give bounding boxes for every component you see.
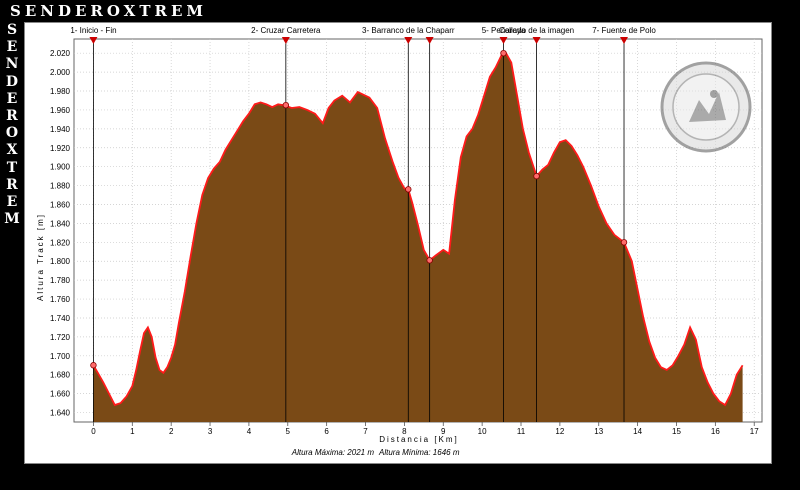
x-tick-label: 8 bbox=[402, 427, 407, 436]
y-tick-label: 1.960 bbox=[50, 106, 71, 115]
x-tick-label: 1 bbox=[130, 427, 135, 436]
senderoxtrem-seal-logo bbox=[660, 61, 752, 153]
waypoint-layer: 1- Inicio - Fin 2- Cruzar Carretera 3- Bar… bbox=[70, 26, 656, 422]
waypoint-label: 1- Inicio - Fin bbox=[70, 26, 116, 35]
waypoint-label: 3- Barranco de la Chaparr bbox=[362, 26, 455, 35]
x-tick-label: 6 bbox=[324, 427, 329, 436]
brand-vertical-letter: D bbox=[5, 73, 19, 90]
y-tick-label: 1.880 bbox=[50, 182, 71, 191]
y-tick-label: 1.680 bbox=[50, 371, 71, 380]
y-tick-label: 1.820 bbox=[50, 238, 71, 247]
brand-vertical-letter: S bbox=[6, 22, 18, 38]
y-axis-label: Altura Track [m] bbox=[36, 213, 45, 301]
x-tick-label: 12 bbox=[555, 427, 564, 436]
x-tick-label: 10 bbox=[478, 427, 487, 436]
y-tick-label: 1.760 bbox=[50, 295, 71, 304]
brand-vertical-letter: E bbox=[6, 194, 18, 211]
x-tick-label: 2 bbox=[169, 427, 174, 436]
waypoint-marker-icon bbox=[281, 37, 290, 44]
y-tick-label: 1.700 bbox=[50, 352, 71, 361]
x-tick-label: 9 bbox=[441, 427, 446, 436]
waypoint-point bbox=[405, 186, 412, 193]
waypoint-label: Collado de la imagen bbox=[499, 26, 574, 35]
brand-vertical-letter: T bbox=[6, 159, 18, 176]
waypoint-marker-icon bbox=[620, 37, 629, 44]
y-tick-label: 2.020 bbox=[50, 49, 71, 58]
waypoint-label: 5- Peñaroya bbox=[482, 26, 526, 35]
waypoint-point bbox=[426, 257, 433, 264]
brand-vertical-letter: X bbox=[6, 142, 18, 159]
y-tick-label: 1.640 bbox=[50, 409, 71, 418]
y-tick-label: 1.900 bbox=[50, 163, 71, 172]
brand-vertical-letter: E bbox=[6, 90, 18, 107]
waypoint-label: 2- Cruzar Carretera bbox=[251, 26, 321, 35]
brand-vertical-letter: E bbox=[6, 39, 18, 56]
y-tick-labels: 1.640 1.660 1.680 1.700 1.720 1.740 1.760 1.780… bbox=[50, 49, 71, 417]
y-tick-label: 1.780 bbox=[50, 276, 71, 285]
waypoint-marker-icon bbox=[404, 37, 413, 44]
x-tick-label: 14 bbox=[633, 427, 642, 436]
brand-title: SENDEROXTREM bbox=[10, 2, 207, 20]
y-tick-label: 1.860 bbox=[50, 200, 71, 209]
waypoint-point bbox=[282, 101, 290, 109]
x-tick-label: 5 bbox=[286, 427, 291, 436]
elevation-profile-chart: 1- Inicio - Fin 2- Cruzar Carretera 3- Bar… bbox=[36, 26, 763, 457]
waypoint-marker-icon bbox=[89, 37, 98, 44]
x-tick-label: 15 bbox=[672, 427, 681, 436]
y-tick-label: 1.800 bbox=[50, 257, 71, 266]
x-tick-label: 4 bbox=[247, 427, 252, 436]
y-tick-label: 1.660 bbox=[50, 390, 71, 399]
x-tick-label: 0 bbox=[91, 427, 96, 436]
x-tick-label: 16 bbox=[711, 427, 720, 436]
profile-fill bbox=[93, 52, 743, 422]
waypoint-marker-icon bbox=[499, 37, 508, 44]
y-tick-label: 1.840 bbox=[50, 219, 71, 228]
x-tick-label: 3 bbox=[208, 427, 213, 436]
brand-vertical-letter: R bbox=[6, 108, 18, 125]
max-altitude-label: Altura Máxima: 2021 m bbox=[291, 448, 375, 457]
x-tick-label: 17 bbox=[750, 427, 759, 436]
x-tick-label: 11 bbox=[517, 427, 526, 436]
waypoint-point bbox=[533, 172, 540, 180]
y-tick-label: 1.980 bbox=[50, 87, 71, 96]
brand-vertical-letter: M bbox=[4, 211, 20, 228]
x-tick-label: 13 bbox=[594, 427, 603, 436]
waypoint-point bbox=[500, 49, 507, 57]
waypoint-point bbox=[90, 362, 97, 369]
y-tick-label: 1.920 bbox=[50, 144, 71, 153]
brand-vertical-letter: O bbox=[5, 125, 19, 142]
brand-vertical-letter: N bbox=[5, 56, 19, 73]
y-tick-label: 1.720 bbox=[50, 333, 71, 342]
min-altitude-label: Altura Mínima: 1646 m bbox=[378, 448, 460, 457]
waypoint-label: 7- Fuente de Polo bbox=[592, 26, 656, 35]
waypoint-marker-icon bbox=[425, 37, 434, 44]
waypoint-marker-icon bbox=[532, 37, 541, 44]
waypoint-point bbox=[620, 239, 628, 246]
x-tick-label: 7 bbox=[363, 427, 368, 436]
brand-vertical-letter: R bbox=[6, 176, 18, 193]
y-tick-label: 1.740 bbox=[50, 314, 71, 323]
y-tick-label: 1.940 bbox=[50, 125, 71, 134]
y-tick-label: 2.000 bbox=[50, 68, 71, 77]
x-tick-labels: 0 1 2 3 4 5 6 7 8 9 10 11 12 13 14 15 16 17 bbox=[91, 422, 759, 436]
x-axis-label: Distancia [Km] bbox=[379, 435, 459, 444]
